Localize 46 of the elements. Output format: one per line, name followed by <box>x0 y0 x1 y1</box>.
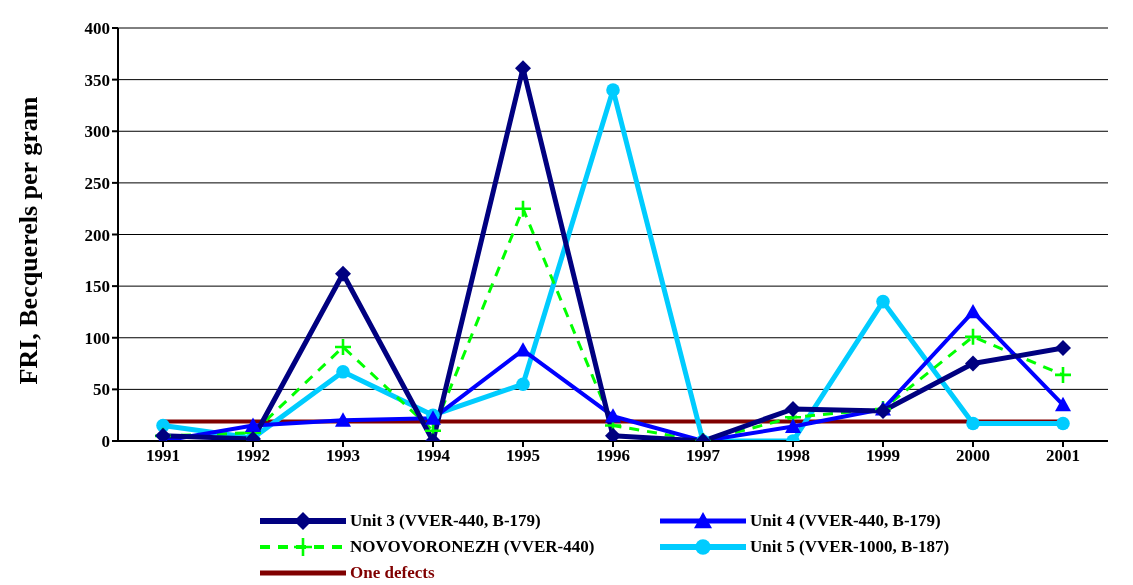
point <box>965 355 981 372</box>
point <box>1055 396 1071 412</box>
point <box>515 200 531 217</box>
x-tick-label: 1997 <box>686 446 721 466</box>
point <box>605 427 621 441</box>
point <box>515 342 531 357</box>
legend-label: Unit 3 (VVER-440, B-179) <box>350 511 541 531</box>
point <box>966 416 980 431</box>
point <box>606 83 620 97</box>
point <box>335 265 351 282</box>
text: One defects <box>350 563 435 583</box>
point <box>965 328 981 345</box>
legend-label: Unit 5 (VVER-1000, B-187) <box>750 537 950 557</box>
y-tick-label: 0 <box>101 432 110 452</box>
x-tick-label: 1993 <box>326 446 360 466</box>
point <box>785 400 801 417</box>
x-tick-label: 1991 <box>146 446 180 466</box>
x-tick-label: 1995 <box>506 446 540 466</box>
x-tick-label: 1996 <box>596 446 630 466</box>
y-tick-label: 150 <box>84 277 110 297</box>
legend-label: Unit 4 (VVER-440, B-179) <box>750 511 941 531</box>
point <box>516 377 530 392</box>
y-tick-label: 200 <box>84 225 110 245</box>
x-tick-label: 1994 <box>416 446 451 466</box>
y-axis-title: FRI, Becquerels per gram <box>14 96 44 385</box>
legend-label: NOVOVORONEZH (VVER-440) <box>350 537 595 557</box>
x-tick-label: 2000 <box>956 446 990 466</box>
point <box>876 294 890 309</box>
point <box>605 408 621 423</box>
y-tick-label: 350 <box>84 70 110 90</box>
y-tick-label: 100 <box>84 328 110 348</box>
point <box>336 365 350 379</box>
point <box>335 412 351 427</box>
y-tick-label: 400 <box>84 19 110 39</box>
y-tick-label: 300 <box>84 122 110 142</box>
x-tick-label: 1992 <box>236 446 270 466</box>
point <box>245 417 261 432</box>
point <box>965 303 981 319</box>
y-tick-label: 250 <box>84 173 110 193</box>
y-tick-label: 50 <box>93 380 110 400</box>
x-tick-label: 1998 <box>776 446 810 466</box>
point <box>785 418 801 433</box>
point <box>1056 416 1070 431</box>
x-tick-label: 2001 <box>1046 446 1080 466</box>
x-tick-label: 1999 <box>866 446 900 466</box>
point <box>1055 340 1071 357</box>
